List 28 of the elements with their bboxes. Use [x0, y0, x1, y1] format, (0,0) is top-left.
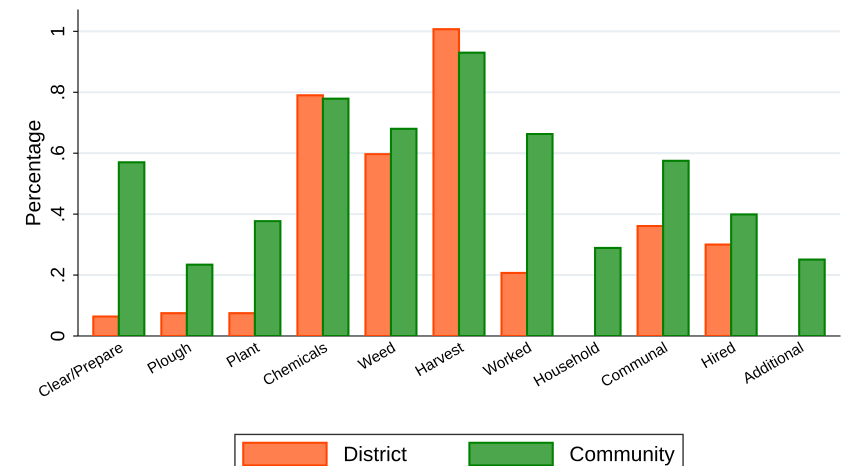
bar [730, 213, 758, 336]
legend-label: District [344, 446, 407, 462]
y-tick-label: .8 [50, 85, 64, 99]
y-axis-title: Percentage [26, 120, 45, 225]
bar [322, 98, 350, 336]
bar [704, 244, 732, 336]
y-tick-label: .2 [50, 268, 64, 282]
bar [228, 312, 256, 336]
bar [118, 161, 146, 336]
bar [390, 128, 418, 336]
bar [526, 132, 554, 336]
bar [594, 246, 622, 336]
bar [160, 312, 188, 336]
y-tick-label: 0 [50, 331, 64, 341]
bar [798, 258, 826, 336]
bar [92, 315, 120, 336]
legend-label: Community [570, 446, 675, 466]
bar [458, 52, 486, 336]
bar [432, 28, 460, 336]
bar [662, 160, 690, 336]
x-tick-label: Plant [226, 340, 260, 368]
y-tick-label: 1 [50, 26, 64, 36]
bar [636, 224, 664, 336]
bar [254, 220, 282, 336]
bar [296, 94, 324, 336]
bar [186, 264, 214, 336]
y-tick-label: .4 [50, 206, 64, 220]
y-tick-label: .6 [50, 146, 64, 160]
